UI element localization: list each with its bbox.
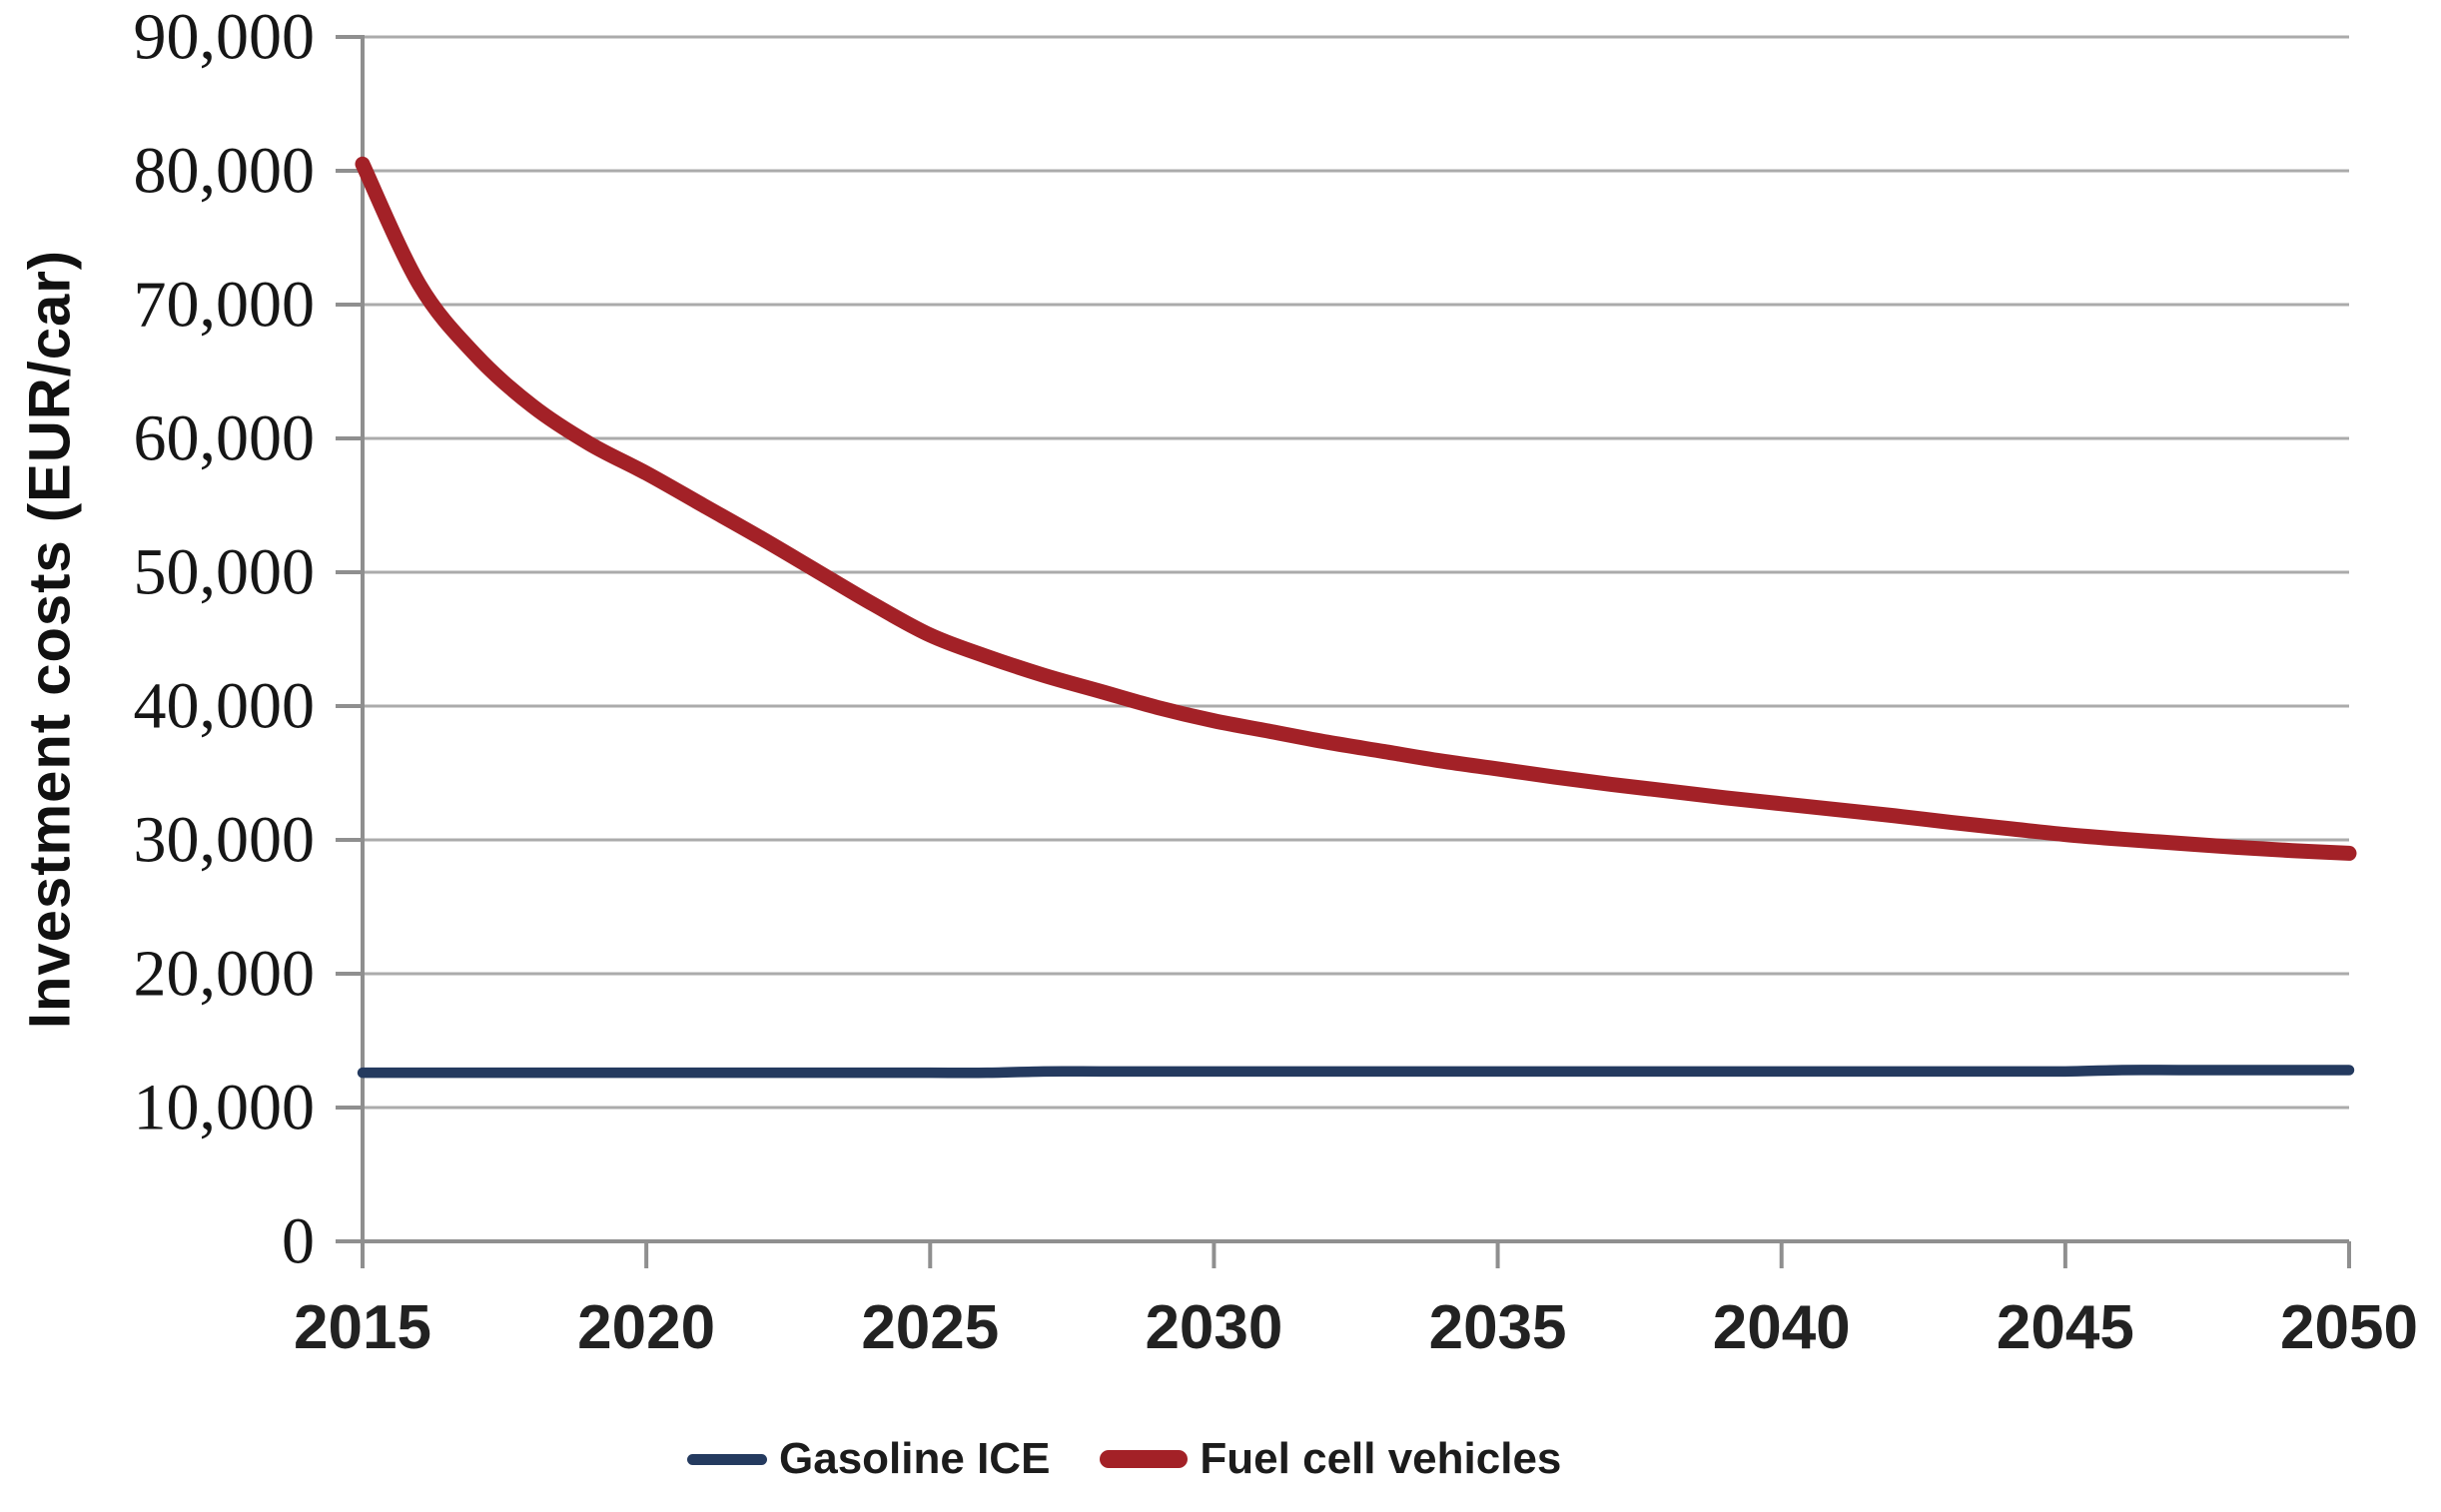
x-tick-label: 2025 (861, 1293, 999, 1362)
x-tick-label: 2050 (2280, 1293, 2418, 1362)
y-tick-label: 0 (282, 1205, 315, 1278)
legend: Gasoline ICE Fuel cell vehicles (687, 1434, 1561, 1484)
x-tick-label: 2030 (1145, 1293, 1282, 1362)
x-tick-label: 2045 (1997, 1293, 2134, 1362)
x-tick-label: 2035 (1429, 1293, 1567, 1362)
y-tick-label: 80,000 (134, 135, 316, 208)
y-axis-ticks: 0 10,000 20,000 30,000 40,000 50,000 60,000 70,… (134, 1, 363, 1278)
y-tick-label: 30,000 (134, 804, 316, 877)
series-line-gasoline-ice (357, 1065, 2355, 1079)
y-tick-label: 20,000 (134, 938, 316, 1011)
y-tick-label: 40,000 (134, 670, 316, 743)
fuel-cell-line-swatch (1100, 1450, 1189, 1468)
y-tick-label: 50,000 (134, 536, 316, 609)
legend-item-gasoline-ice: Gasoline ICE (687, 1434, 1050, 1484)
y-tick-label: 10,000 (134, 1072, 316, 1144)
x-tick-label: 2020 (577, 1293, 715, 1362)
axes (361, 35, 2349, 1268)
y-tick-label: 90,000 (134, 1, 316, 74)
series-line-fuel-cell-vehicles (355, 156, 2357, 861)
y-tick-label: 60,000 (134, 402, 316, 475)
gasoline-ice-line-swatch (687, 1453, 767, 1465)
x-tick-label: 2040 (1713, 1293, 1851, 1362)
legend-item-fuel-cell: Fuel cell vehicles (1100, 1434, 1561, 1484)
gridlines (363, 35, 2349, 1243)
y-tick-label: 70,000 (134, 269, 316, 342)
legend-label-gasoline-ice: Gasoline ICE (779, 1434, 1051, 1483)
x-axis-ticks: 2015 2020 2025 2030 2035 2040 2045 2050 (294, 1241, 2418, 1362)
y-axis-title: Investment costs (EUR/car) (17, 249, 83, 1030)
legend-label-fuel-cell: Fuel cell vehicles (1200, 1434, 1562, 1483)
x-tick-label: 2015 (294, 1293, 431, 1362)
